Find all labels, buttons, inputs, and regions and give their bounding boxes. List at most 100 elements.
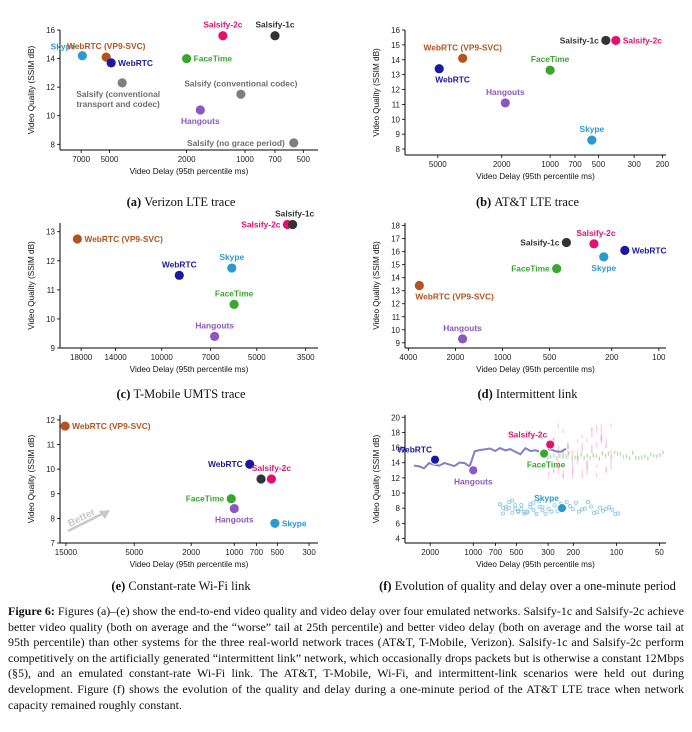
point-webrtc xyxy=(245,459,255,469)
skype-trace xyxy=(543,511,548,516)
point-label-salsify-1c: Salsify-1c xyxy=(520,238,559,248)
point-label-salsify-2c: Salsify-2c xyxy=(576,228,615,238)
point-label-skype: Skype xyxy=(579,124,604,134)
y-tick-label: 12 xyxy=(391,300,400,309)
x-tick-label: 700 xyxy=(568,160,582,169)
y-tick-label: 8 xyxy=(51,514,56,523)
facetime-trace xyxy=(595,453,597,458)
x-axis-label: Video Delay (95th percentile ms) xyxy=(130,167,249,176)
panel-caption-letter: (b) xyxy=(476,195,494,209)
facetime-trace xyxy=(638,456,640,461)
panel-caption-text: AT&T LTE trace xyxy=(494,195,579,209)
salsify-2c-trace xyxy=(595,424,598,434)
x-tick-label: 300 xyxy=(541,548,555,557)
x-tick-label: 3500 xyxy=(297,353,315,362)
y-tick-label: 18 xyxy=(391,222,400,231)
point-label-skype: Skype xyxy=(534,493,559,503)
x-tick-label: 500 xyxy=(543,353,557,362)
x-tick-label: 200 xyxy=(656,160,670,169)
facetime-trace xyxy=(589,455,591,460)
y-tick-label: 11 xyxy=(392,100,401,109)
skype-trace xyxy=(498,502,503,507)
facetime-trace xyxy=(568,451,570,456)
chart-panel-d: 4000 2000 1000 500 200 100 9 10 11 12 13 14 15 16 17 18… xyxy=(372,222,667,401)
salsify-2c-trace xyxy=(567,442,569,449)
skype-trace xyxy=(519,502,524,507)
point-webrtc-vp9-svc xyxy=(458,53,468,63)
salsify-2c-trace xyxy=(610,450,612,454)
y-tick-label: 14 xyxy=(391,274,400,283)
chart-panel-f: 2000 1000 700 500 300 200 100 50 4 6 8 10 12 14 16 18 20… xyxy=(372,413,677,593)
point-webrtc xyxy=(434,64,444,74)
skype-trace xyxy=(616,511,621,516)
y-tick-label: 12 xyxy=(391,86,400,95)
salsify-2c-trace xyxy=(600,434,603,442)
point-label-skype: Skype xyxy=(282,518,307,528)
panel-caption-text: T-Mobile UMTS trace xyxy=(133,387,245,401)
salsify-2c-trace xyxy=(552,467,555,473)
y-tick-label: 15 xyxy=(391,41,400,50)
point-label-webrtc: WebRTC xyxy=(118,58,153,68)
salsify-2c-trace xyxy=(567,445,569,451)
y-tick-label: 10 xyxy=(46,112,55,121)
salsify-2c-trace xyxy=(567,450,569,459)
x-tick-label: 5000 xyxy=(429,160,447,169)
x-tick-label: 700 xyxy=(489,548,503,557)
salsify-2c-trace xyxy=(595,442,598,448)
salsify-2c-trace xyxy=(605,467,607,474)
skype-trace xyxy=(504,504,509,509)
facetime-trace xyxy=(644,454,646,459)
y-tick-label: 13 xyxy=(391,287,400,296)
panel-caption-letter: (e) xyxy=(111,579,128,593)
facetime-trace xyxy=(571,455,573,460)
x-tick-label: 7000 xyxy=(202,353,220,362)
y-tick-label: 12 xyxy=(46,416,55,425)
x-tick-label: 15000 xyxy=(55,548,78,557)
point-label-hangouts: Hangouts xyxy=(486,87,525,97)
x-tick-label: 1000 xyxy=(464,548,482,557)
facetime-trace xyxy=(616,451,619,456)
facetime-trace xyxy=(653,453,655,458)
skype-trace xyxy=(531,500,536,505)
point-salsify-2c xyxy=(589,239,599,249)
point-label-salsify-1c: Salsify-1c xyxy=(255,20,294,30)
facetime-trace xyxy=(628,456,631,461)
point-label-webrtc: WebRTC xyxy=(632,245,667,255)
salsify-2c-trace xyxy=(548,462,550,469)
skype-trace xyxy=(510,510,515,515)
facetime-trace xyxy=(610,454,613,459)
skype-trace xyxy=(598,505,603,510)
point-facetime xyxy=(552,263,562,274)
point-skype xyxy=(587,135,597,145)
y-tick-label: 9 xyxy=(396,339,401,348)
salsify-2c-trace xyxy=(610,456,612,463)
skype-trace xyxy=(528,502,533,507)
point-label-hangouts: Hangouts xyxy=(181,116,220,126)
salsify-2c-trace xyxy=(586,461,588,470)
skype-trace xyxy=(582,506,587,511)
facetime-trace xyxy=(659,452,661,457)
x-tick-label: 700 xyxy=(268,155,282,164)
x-tick-label: 200 xyxy=(567,548,581,557)
point-salsify-2c xyxy=(611,35,621,46)
x-tick-label: 1000 xyxy=(225,548,243,557)
point-label-salsify-conventional-transport-and-codec: Salsify (conventional xyxy=(76,89,160,99)
figure-6: 7000 5000 2000 1000 700 500 8 10 12 14 16 Video Del… xyxy=(27,20,677,593)
salsify-2c-trace xyxy=(572,469,574,479)
x-tick-label: 5000 xyxy=(101,155,119,164)
salsify-2c-trace xyxy=(557,459,560,469)
point-hangouts xyxy=(457,334,468,344)
salsify-2c-trace xyxy=(591,426,593,432)
x-tick-label: 2000 xyxy=(493,160,511,169)
point-salsify-2c xyxy=(218,31,228,41)
point-label-skype: Skype xyxy=(219,252,244,262)
x-tick-label: 2000 xyxy=(446,353,464,362)
salsify-2c-trace xyxy=(595,472,598,477)
x-tick-label: 4000 xyxy=(399,353,417,362)
point-webrtc xyxy=(174,270,184,280)
point-label-salsify-conventional-transport-and-codec: transport and codec) xyxy=(77,99,161,109)
facetime-trace xyxy=(559,454,561,459)
x-tick-label: 300 xyxy=(627,160,641,169)
point-webrtc-vp9-svc xyxy=(414,280,424,291)
skype-trace xyxy=(513,503,518,508)
